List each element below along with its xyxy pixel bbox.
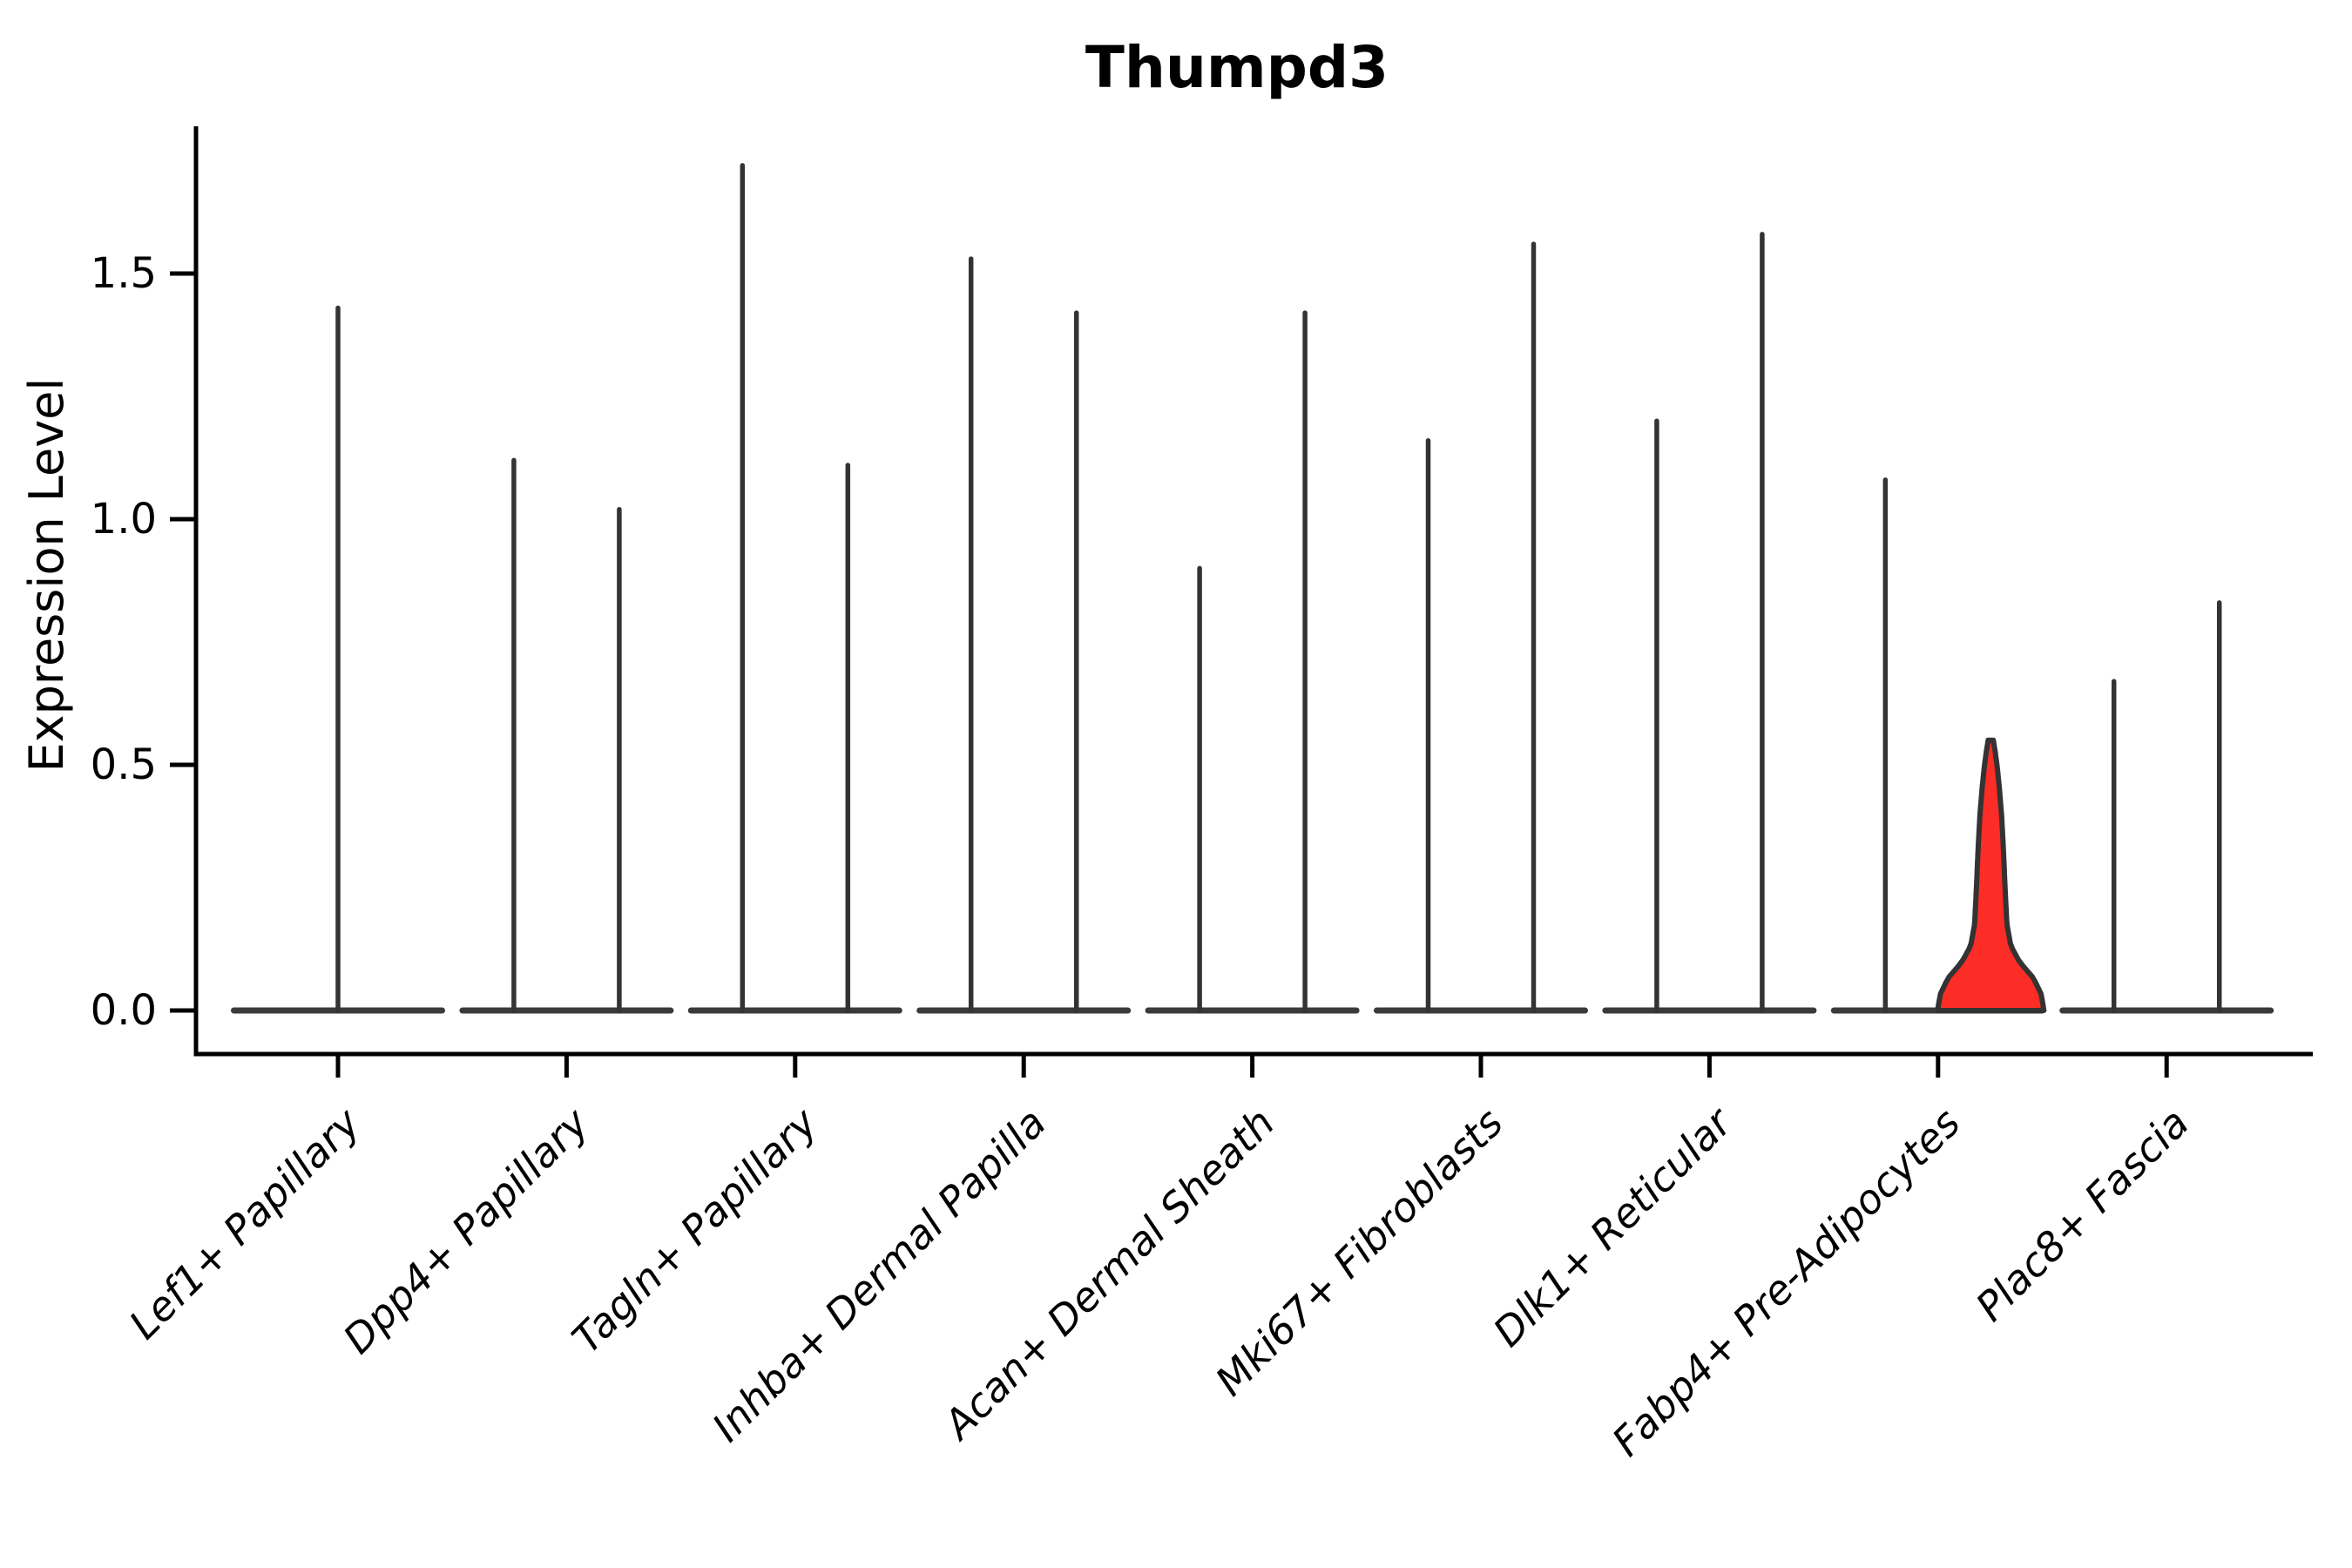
y-axis-title: Expression Level <box>19 378 74 773</box>
y-tick-label: 0.0 <box>91 986 157 1035</box>
x-category-label: Tagln+ Papillary <box>563 1098 827 1362</box>
axes-layer <box>170 126 2313 1078</box>
chart-title: Thumpd3 <box>1085 34 1389 101</box>
violins-layer <box>231 163 2274 1014</box>
violin-baseline <box>687 1007 902 1014</box>
y-tick-label: 1.0 <box>91 495 157 544</box>
x-category-label: Lef1+ Papillary <box>120 1098 369 1348</box>
violin-baseline <box>1374 1007 1588 1014</box>
x-category-label: Plac8+ Fascia <box>1967 1099 2198 1330</box>
violin-baseline <box>1602 1007 1817 1014</box>
x-category-label: Dlk1+ Reticular <box>1484 1097 1743 1355</box>
highlight-violin <box>1935 737 2047 1013</box>
violin-baseline <box>916 1007 1132 1014</box>
y-tick-label: 0.5 <box>91 740 157 789</box>
x-category-label: Dpp4+ Papillary <box>335 1098 598 1362</box>
violin-baseline <box>1145 1007 1360 1014</box>
violin-baseline <box>459 1007 674 1014</box>
y-tick-label: 1.5 <box>91 249 157 298</box>
violin-baseline <box>2059 1007 2274 1014</box>
